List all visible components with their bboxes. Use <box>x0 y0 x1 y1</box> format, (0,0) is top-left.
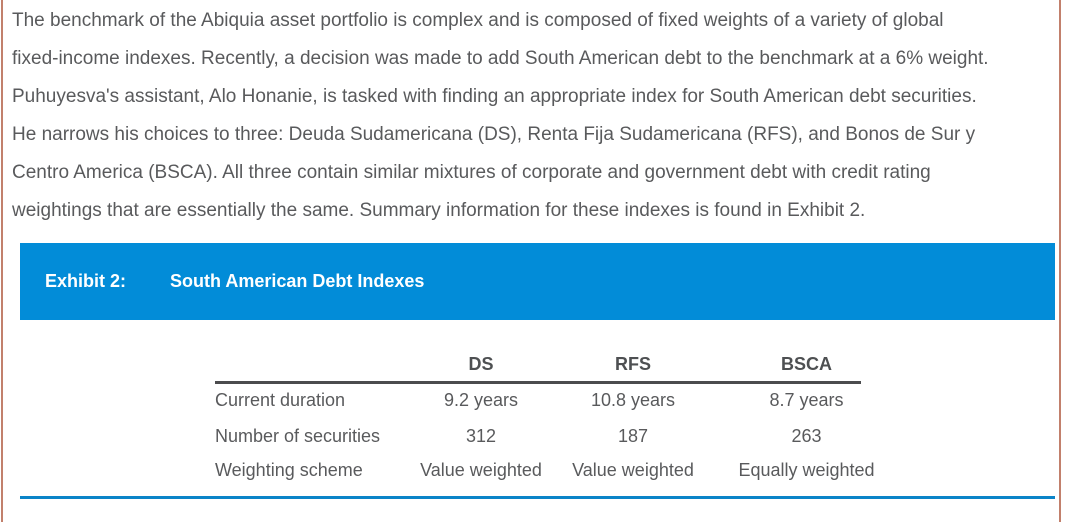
table-corner-cell <box>215 347 415 382</box>
vignette-line: The benchmark of the Abiquia asset portf… <box>12 10 944 31</box>
section-divider-line <box>20 496 1055 499</box>
exhibit-table: DS RFS BSCA Current duration 9.2 years 1… <box>215 347 894 487</box>
exhibit-header-bar: Exhibit 2: South American Debt Indexes <box>20 243 1055 320</box>
cell-duration-ds: 9.2 years <box>443 390 519 410</box>
cell-weighting-bsca: Equally weighted <box>738 459 875 480</box>
vignette-line: Centro America (BSCA). All three contain… <box>12 162 931 183</box>
exhibit-title: South American Debt Indexes <box>170 271 425 291</box>
vignette-paragraph: The benchmark of the Abiquia asset portf… <box>12 2 1057 230</box>
cell-duration-rfs: 10.8 years <box>590 390 676 410</box>
vignette-line: Puhuyesva's assistant, Alo Honanie, is t… <box>12 86 977 107</box>
vignette-line: weightings that are essentially the same… <box>12 200 866 221</box>
column-header-ds: DS <box>468 354 494 374</box>
row-label-current-duration: Current duration <box>215 390 346 410</box>
table-header-rule <box>215 381 861 384</box>
cell-securities-ds: 312 <box>465 425 497 446</box>
vignette-line: He narrows his choices to three: Deuda S… <box>12 124 976 145</box>
exhibit-number-label: Exhibit 2: <box>45 271 127 291</box>
column-header-rfs: RFS <box>615 354 651 374</box>
vignette-line: fixed-income indexes. Recently, a decisi… <box>12 48 989 69</box>
row-label-number-of-securities: Number of securities <box>215 425 381 446</box>
cell-securities-rfs: 187 <box>617 425 649 446</box>
column-header-bsca: BSCA <box>780 354 832 374</box>
row-label-weighting-scheme: Weighting scheme <box>215 459 363 480</box>
cell-weighting-rfs: Value weighted <box>572 459 694 480</box>
cell-securities-bsca: 263 <box>791 425 822 446</box>
cell-weighting-ds: Value weighted <box>420 459 542 480</box>
cell-duration-bsca: 8.7 years <box>769 390 844 410</box>
